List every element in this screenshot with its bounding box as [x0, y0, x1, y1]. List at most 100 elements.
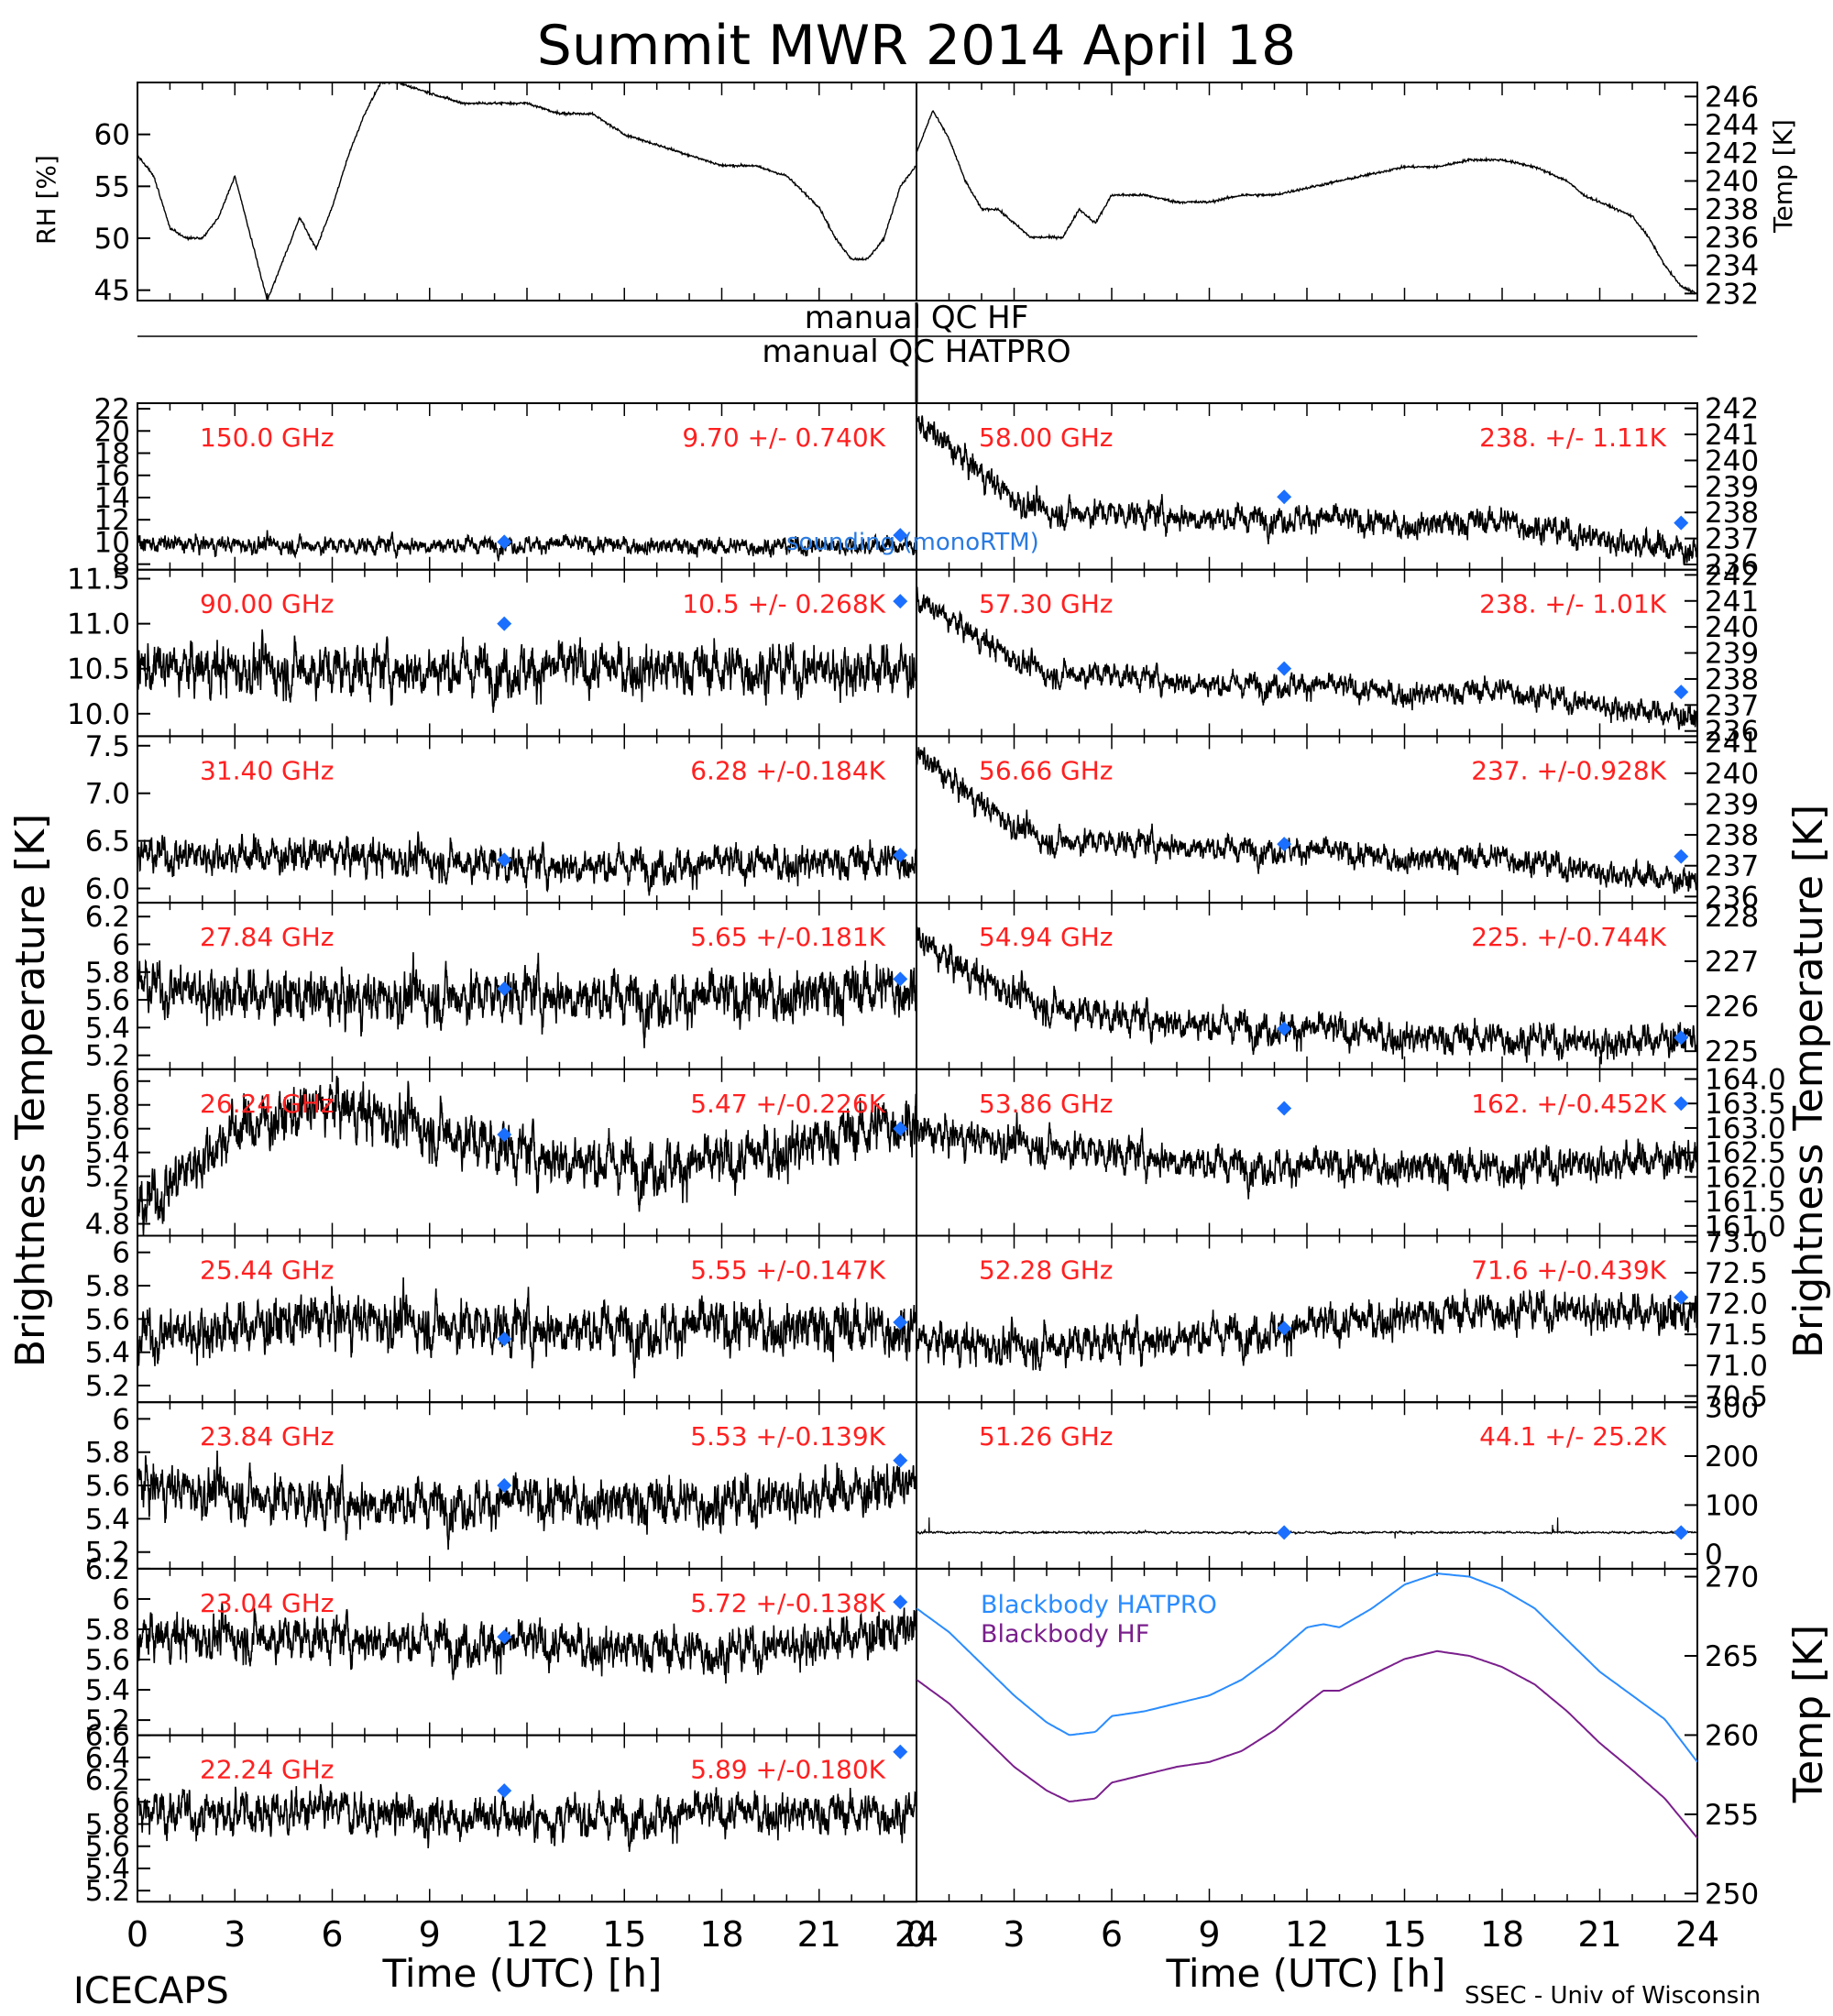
ytick-label: 6	[112, 1403, 130, 1436]
sounding-point	[497, 1478, 512, 1494]
ytick-label: 163.5	[1705, 1088, 1786, 1121]
channel-label: 58.00 GHz	[979, 422, 1114, 453]
ytick-label: 163.0	[1705, 1112, 1786, 1145]
ytick-label: 164.0	[1705, 1063, 1786, 1096]
ytick-label: 5.6	[85, 1303, 130, 1336]
sounding-point	[1277, 1525, 1292, 1540]
sounding-point	[893, 971, 908, 987]
sounding-point	[893, 1594, 908, 1610]
channel-stats: 44.1 +/- 25.2K	[1479, 1421, 1666, 1452]
ytick-label: 239	[1705, 788, 1759, 821]
series-tb-51	[916, 1517, 1697, 1539]
ytick-label: 162.0	[1705, 1161, 1786, 1194]
channel-label: 27.84 GHz	[200, 922, 335, 952]
series-tb-26	[137, 1075, 916, 1235]
sounding-point	[1277, 1320, 1292, 1336]
series-tb-90	[137, 629, 916, 713]
sounding-annotation: sounding (monoRTM)	[786, 529, 1039, 556]
qc-band: manual QC HF manual QC HATPRO	[137, 300, 1697, 403]
ytick-label: 11.0	[67, 608, 130, 641]
ytick-label: 255	[1705, 1799, 1759, 1832]
ytick-label: 10	[94, 526, 130, 559]
panel-25: 5.25.45.65.86 25.44 GHz 5.55 +/-0.147K	[85, 1234, 917, 1404]
sounding-point	[497, 1331, 512, 1347]
ytick-label: 260	[1705, 1719, 1759, 1752]
sounding-point	[1277, 1021, 1292, 1036]
sounding-point	[497, 1127, 512, 1143]
ytick-label: 71.5	[1705, 1319, 1768, 1352]
series-tb-25	[137, 1276, 916, 1379]
ytick-label: 237	[1705, 523, 1759, 556]
ytick-label: 5.2	[85, 1040, 130, 1073]
channel-stats: 6.28 +/-0.184K	[690, 755, 885, 785]
channel-label: 23.04 GHz	[200, 1588, 335, 1618]
panel-rh: 45 50 55 60	[94, 82, 917, 308]
sounding-point	[1674, 1096, 1689, 1112]
ytick-label: 5.8	[85, 1614, 130, 1647]
channel-label: 90.00 GHz	[200, 589, 335, 619]
xtick-label: 18	[1480, 1914, 1524, 1955]
series-tb-58	[916, 415, 1697, 565]
sounding-point	[1674, 849, 1689, 864]
ytick-label: 5.6	[85, 984, 130, 1017]
ytick-label: 73.0	[1705, 1226, 1768, 1259]
channel-stats: 5.65 +/-0.181K	[690, 922, 885, 952]
sounding-point	[497, 616, 512, 631]
series-tb-22	[137, 1783, 916, 1852]
panel-54: 225 226 227 228 54.94 GHz 225. +/-0.744K	[916, 901, 1759, 1070]
ytick-label: 6	[112, 1583, 130, 1616]
ytick-label: 6.6	[85, 1720, 130, 1753]
channel-label: 52.28 GHz	[979, 1255, 1114, 1286]
ytick-label: 22	[94, 393, 130, 426]
ytick-label: 234	[1705, 250, 1759, 283]
ytick-label: 300	[1705, 1392, 1759, 1425]
ytick-label: 237	[1705, 850, 1759, 883]
series-tb-57	[916, 586, 1697, 730]
series-tb-31	[137, 831, 916, 896]
ytick-label: 60	[94, 119, 130, 152]
xtick-label: 3	[1003, 1914, 1025, 1955]
channel-label: 51.26 GHz	[979, 1421, 1114, 1452]
ytick-label: 5.4	[85, 1674, 130, 1707]
ytick-label: 241	[1705, 586, 1759, 619]
channel-label: 57.30 GHz	[979, 589, 1114, 619]
ytick-label: 8	[112, 549, 130, 582]
sounding-point	[497, 1783, 512, 1799]
ytick-label: 226	[1705, 991, 1759, 1024]
ytick-label: 6.4	[85, 1742, 130, 1775]
ytick-label: 5.6	[85, 1644, 130, 1677]
panel-27: 5.25.45.65.866.2 27.84 GHz 5.65 +/-0.181K	[85, 901, 917, 1073]
panel-51: 0 100 200 300 51.26 GHz 44.1 +/- 25.2K	[916, 1392, 1759, 1572]
panel-23.84: 5.25.45.65.86 23.84 GHz 5.53 +/-0.139K	[85, 1401, 917, 1570]
ytick-label: 5.4	[85, 1137, 130, 1170]
qc-hf-label: manual QC HF	[805, 300, 1029, 336]
ytick-label: 5.6	[85, 1113, 130, 1146]
sounding-point	[1674, 515, 1689, 531]
ytick-label: 14	[94, 482, 130, 515]
ytick-label: 225	[1705, 1035, 1759, 1068]
sounding-point	[893, 848, 908, 863]
series-tb-23.84	[137, 1450, 916, 1550]
sounding-point	[497, 981, 512, 996]
ytick-label: 5.6	[85, 1831, 130, 1864]
panels: 5.25.45.65.866.26.46.622.24 GHz 5.89 +/-0…	[67, 81, 1786, 1955]
ytick-label: 70.5	[1705, 1380, 1768, 1413]
channel-label: 150.0 GHz	[200, 422, 335, 453]
channel-label: 53.86 GHz	[979, 1089, 1114, 1119]
sounding-point	[1674, 685, 1689, 700]
ytick-label: 238	[1705, 819, 1759, 852]
ytick-label: 228	[1705, 901, 1759, 934]
xtick-label: 15	[1382, 1914, 1426, 1955]
right-ylabel: Brightness Temperature [K]	[1785, 805, 1832, 1358]
ytick-label: 6	[112, 929, 130, 962]
xlabel-left: Time (UTC) [h]	[382, 1951, 663, 1996]
ytick-label: 270	[1705, 1561, 1759, 1594]
panel-90: 10.0 10.5 11.0 11.5 90.00 GHz 10.5 +/- 0.268K	[67, 564, 917, 738]
channel-stats: 5.55 +/-0.147K	[690, 1255, 885, 1286]
ytick-label: 200	[1705, 1441, 1759, 1474]
channel-label: 54.94 GHz	[979, 922, 1114, 952]
